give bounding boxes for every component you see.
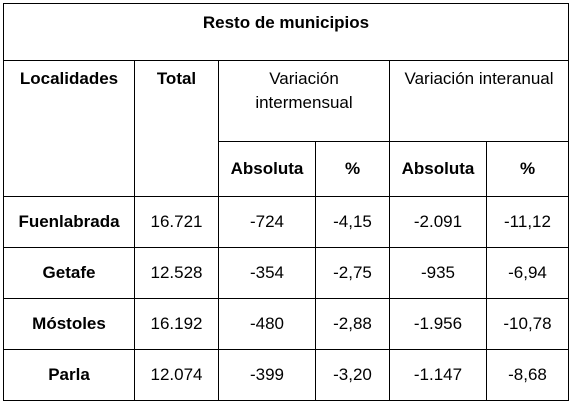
header-absoluta-interanual: Absoluta (389, 141, 487, 197)
header-absoluta-intermensual: Absoluta (218, 141, 316, 197)
cell-total: 16.192 (134, 298, 219, 350)
cell-intermensual-absoluta: -399 (218, 349, 316, 401)
cell-interanual-absoluta: -1.956 (389, 298, 487, 350)
cell-interanual-pct: -8,68 (486, 349, 569, 401)
cell-intermensual-absoluta: -724 (218, 196, 316, 248)
cell-total: 16.721 (134, 196, 219, 248)
cell-intermensual-pct: -3,20 (315, 349, 390, 401)
cell-localidad: Parla (3, 349, 135, 401)
table-row: Fuenlabrada 16.721 -724 -4,15 -2.091 -11… (3, 196, 569, 248)
cell-intermensual-pct: -4,15 (315, 196, 390, 248)
cell-interanual-absoluta: -2.091 (389, 196, 487, 248)
header-pct-intermensual: % (315, 141, 390, 197)
header-variacion-intermensual: Variación intermensual (218, 60, 390, 142)
table-container: Resto de municipios Localidades Total Va… (3, 3, 569, 401)
cell-localidad: Móstoles (3, 298, 135, 350)
cell-interanual-absoluta: -1.147 (389, 349, 487, 401)
table-row: Móstoles 16.192 -480 -2,88 -1.956 -10,78 (3, 298, 569, 350)
cell-total: 12.528 (134, 247, 219, 299)
municipios-table: Resto de municipios Localidades Total Va… (3, 3, 569, 401)
cell-interanual-absoluta: -935 (389, 247, 487, 299)
cell-intermensual-absoluta: -480 (218, 298, 316, 350)
table-row: Parla 12.074 -399 -3,20 -1.147 -8,68 (3, 349, 569, 401)
table-title: Resto de municipios (3, 3, 569, 61)
cell-intermensual-pct: -2,75 (315, 247, 390, 299)
cell-localidad: Fuenlabrada (3, 196, 135, 248)
cell-intermensual-pct: -2,88 (315, 298, 390, 350)
cell-interanual-pct: -6,94 (486, 247, 569, 299)
header-variacion-interanual: Variación interanual (389, 60, 569, 142)
header-total: Total (134, 60, 219, 197)
table-row: Getafe 12.528 -354 -2,75 -935 -6,94 (3, 247, 569, 299)
header-pct-interanual: % (486, 141, 569, 197)
cell-intermensual-absoluta: -354 (218, 247, 316, 299)
cell-localidad: Getafe (3, 247, 135, 299)
header-localidades: Localidades (3, 60, 135, 197)
cell-interanual-pct: -11,12 (486, 196, 569, 248)
cell-total: 12.074 (134, 349, 219, 401)
cell-interanual-pct: -10,78 (486, 298, 569, 350)
